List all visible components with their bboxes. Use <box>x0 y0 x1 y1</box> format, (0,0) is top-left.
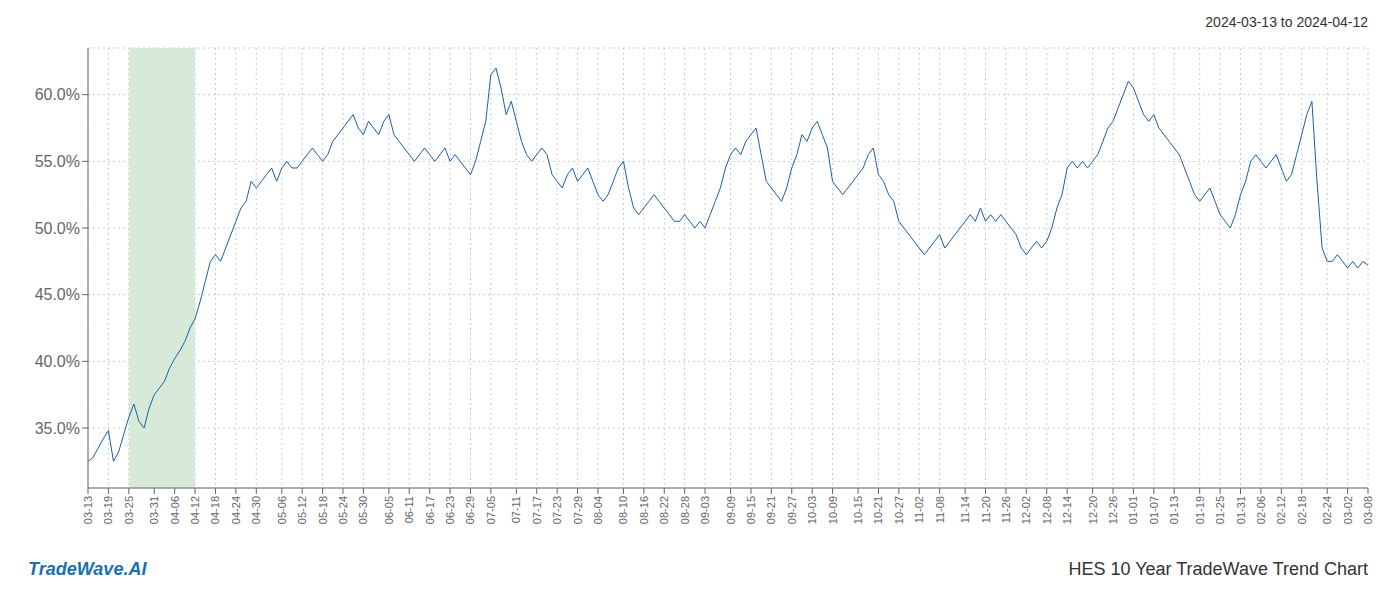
svg-text:05-12: 05-12 <box>296 496 308 524</box>
html-text:2024-03-13 to 2024-04-12: 2024-03-13 to 2024-04-12 <box>1205 14 1368 30</box>
html-text:HES 10 Year TradeWave Trend Ch: HES 10 Year TradeWave Trend Chart <box>1068 559 1368 579</box>
svg-text:06-29: 06-29 <box>464 496 476 524</box>
svg-text:12-26: 12-26 <box>1107 496 1119 524</box>
svg-text:12-02: 12-02 <box>1020 496 1032 524</box>
svg-text:05-30: 05-30 <box>357 496 369 524</box>
svg-text:45.0%: 45.0% <box>35 286 80 303</box>
svg-text:07-17: 07-17 <box>531 496 543 524</box>
svg-text:01-07: 01-07 <box>1148 496 1160 524</box>
svg-text:01-25: 01-25 <box>1214 496 1226 524</box>
svg-text:06-05: 06-05 <box>383 496 395 524</box>
svg-text:12-14: 12-14 <box>1061 496 1073 524</box>
svg-text:02-12: 02-12 <box>1275 496 1287 524</box>
svg-text:11-08: 11-08 <box>934 496 946 523</box>
html-text:TradeWave.AI: TradeWave.AI <box>28 559 147 579</box>
svg-text:06-17: 06-17 <box>424 496 436 524</box>
svg-text:03-13: 03-13 <box>82 496 94 524</box>
svg-text:05-24: 05-24 <box>337 496 349 524</box>
svg-text:09-03: 09-03 <box>699 496 711 524</box>
svg-text:04-12: 04-12 <box>189 496 201 524</box>
svg-text:11-26: 11-26 <box>1000 496 1012 523</box>
svg-text:09-15: 09-15 <box>745 496 757 524</box>
svg-text:08-04: 08-04 <box>592 496 604 524</box>
svg-text:03-08: 03-08 <box>1362 496 1374 524</box>
svg-text:02-18: 02-18 <box>1296 496 1308 524</box>
svg-text:40.0%: 40.0% <box>35 353 80 370</box>
svg-text:11-02: 11-02 <box>913 496 925 523</box>
svg-text:05-06: 05-06 <box>276 496 288 524</box>
svg-text:06-23: 06-23 <box>444 496 456 524</box>
svg-text:07-11: 07-11 <box>510 496 522 523</box>
svg-text:08-22: 08-22 <box>658 496 670 524</box>
svg-text:10-03: 10-03 <box>806 496 818 524</box>
svg-text:10-27: 10-27 <box>893 496 905 524</box>
svg-text:10-15: 10-15 <box>852 496 864 524</box>
svg-text:10-21: 10-21 <box>872 496 884 524</box>
svg-text:03-02: 03-02 <box>1342 496 1354 524</box>
svg-text:02-24: 02-24 <box>1321 496 1333 524</box>
svg-text:01-01: 01-01 <box>1127 496 1139 524</box>
svg-text:05-18: 05-18 <box>317 496 329 524</box>
svg-text:60.0%: 60.0% <box>35 86 80 103</box>
svg-text:01-31: 01-31 <box>1235 496 1247 524</box>
svg-text:08-16: 08-16 <box>638 496 650 524</box>
svg-text:07-23: 07-23 <box>551 496 563 524</box>
svg-text:07-29: 07-29 <box>572 496 584 524</box>
svg-text:09-21: 09-21 <box>765 496 777 524</box>
svg-text:04-30: 04-30 <box>250 496 262 524</box>
svg-text:55.0%: 55.0% <box>35 153 80 170</box>
svg-text:11-20: 11-20 <box>980 496 992 523</box>
svg-text:04-24: 04-24 <box>230 496 242 524</box>
svg-text:04-18: 04-18 <box>209 496 221 524</box>
svg-text:08-10: 08-10 <box>617 496 629 524</box>
svg-text:01-13: 01-13 <box>1168 496 1180 524</box>
svg-text:09-27: 09-27 <box>786 496 798 524</box>
svg-text:03-19: 03-19 <box>102 496 114 524</box>
svg-text:02-06: 02-06 <box>1255 496 1267 524</box>
svg-text:04-06: 04-06 <box>169 496 181 524</box>
svg-text:03-25: 03-25 <box>123 496 135 524</box>
svg-text:12-08: 12-08 <box>1041 496 1053 524</box>
svg-text:11-14: 11-14 <box>959 496 971 523</box>
svg-text:10-09: 10-09 <box>827 496 839 524</box>
svg-text:12-20: 12-20 <box>1087 496 1099 524</box>
svg-text:03-31: 03-31 <box>148 496 160 524</box>
svg-text:35.0%: 35.0% <box>35 420 80 437</box>
svg-text:01-19: 01-19 <box>1194 496 1206 524</box>
svg-text:07-05: 07-05 <box>485 496 497 524</box>
svg-text:50.0%: 50.0% <box>35 220 80 237</box>
svg-text:06-11: 06-11 <box>403 496 415 523</box>
svg-text:09-09: 09-09 <box>725 496 737 524</box>
svg-text:08-28: 08-28 <box>679 496 691 524</box>
